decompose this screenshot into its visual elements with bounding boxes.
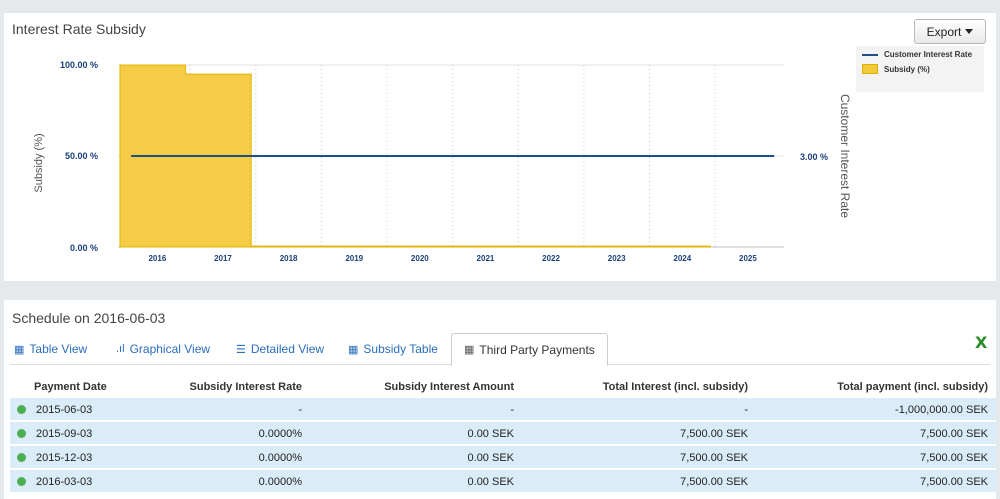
table-icon: ▦ (348, 343, 359, 356)
table-row[interactable]: 2015-12-03 0.0000% 0.00 SEK 7,500.00 SEK… (10, 446, 996, 469)
x-tick-label: 2025 (739, 254, 757, 263)
x-tick-label: 2016 (148, 254, 166, 263)
chart-panel: Interest Rate Subsidy Export Customer In… (4, 13, 996, 281)
cell-date: 2016-03-03 (36, 476, 93, 488)
cell-amount: 0.00 SEK (467, 452, 514, 464)
schedule-title: Schedule on 2016-06-03 (12, 310, 166, 326)
view-tabs: ▦ Table View .ıl Graphical View ☰ Detail… (10, 333, 990, 366)
left-tick-label: 50.00 % (65, 151, 98, 161)
schedule-panel: Schedule on 2016-06-03 ▦ Table View .ıl … (4, 300, 996, 499)
cell-rate: 0.0000% (258, 452, 302, 464)
column-header-payment-date[interactable]: Payment Date (34, 381, 107, 393)
cell-rate: 0.0000% (258, 428, 302, 440)
x-tick-label: 2023 (608, 254, 626, 263)
tab-subsidy-table[interactable]: ▦ Subsidy Table (348, 333, 438, 365)
cell-total-payment: 7,500.00 SEK (920, 428, 988, 440)
tab-third-party-payments[interactable]: ▦ Third Party Payments (451, 333, 608, 366)
chart-title: Interest Rate Subsidy (12, 21, 146, 37)
status-dot-icon (17, 453, 26, 462)
status-dot-icon (17, 477, 26, 486)
export-button[interactable]: Export (914, 19, 986, 44)
legend-item-interest[interactable]: Customer Interest Rate (862, 50, 972, 59)
right-axis-title: Customer Interest Rate (838, 94, 852, 218)
cell-total-interest: 7,500.00 SEK (680, 476, 748, 488)
cell-rate: 0.0000% (258, 476, 302, 488)
chart-legend: Customer Interest Rate Subsidy (%) (856, 46, 984, 92)
tab-label: Graphical View (129, 342, 211, 356)
cell-date: 2015-06-03 (36, 404, 93, 416)
legend-label-interest: Customer Interest Rate (884, 50, 973, 59)
cell-total-interest: - (744, 404, 748, 416)
tab-label: Detailed View (250, 342, 325, 356)
table-icon: ▦ (14, 343, 25, 356)
table-icon: ▦ (464, 344, 475, 356)
left-tick-label: 100.00 % (60, 60, 98, 70)
tab-table-view[interactable]: ▦ Table View (14, 333, 87, 365)
export-label: Export (926, 24, 962, 39)
list-icon: ☰ (236, 343, 246, 356)
tab-label: Third Party Payments (479, 342, 595, 357)
subsidy-chart: Subsidy (%) Customer Interest Rate 100.0… (33, 60, 852, 263)
cell-total-payment: 7,500.00 SEK (920, 452, 988, 464)
table-row[interactable]: 2016-03-03 0.0000% 0.00 SEK 7,500.00 SEK… (10, 470, 996, 493)
table-header: Payment Date Subsidy Interest Rate Subsi… (10, 376, 996, 398)
area-swatch-icon (862, 64, 878, 74)
table-row[interactable]: 2015-06-03 - - - -1,000,000.00 SEK (10, 398, 996, 421)
cell-total-payment: 7,500.00 SEK (920, 476, 988, 488)
cell-total-payment: -1,000,000.00 SEK (895, 404, 988, 416)
x-tick-label: 2017 (214, 254, 232, 263)
status-dot-icon (17, 405, 26, 414)
legend-label-subsidy: Subsidy (%) (884, 64, 930, 74)
left-axis-title: Subsidy (%) (33, 133, 45, 192)
column-header-subsidy-rate[interactable]: Subsidy Interest Rate (189, 381, 302, 393)
tab-label: Subsidy Table (363, 342, 438, 356)
x-tick-label: 2022 (542, 254, 560, 263)
cell-amount: - (510, 404, 514, 416)
x-tick-label: 2018 (280, 254, 298, 263)
x-tick-label: 2020 (411, 254, 429, 263)
column-header-total-interest[interactable]: Total Interest (incl. subsidy) (602, 381, 748, 393)
x-tick-label: 2024 (673, 254, 691, 263)
table-row[interactable]: 2015-09-03 0.0000% 0.00 SEK 7,500.00 SEK… (10, 422, 996, 445)
x-tick-label: 2019 (345, 254, 363, 263)
legend-item-subsidy[interactable]: Subsidy (%) (862, 64, 930, 74)
line-swatch-icon (862, 53, 878, 56)
cell-date: 2015-12-03 (36, 452, 93, 464)
right-tick-label: 3.00 % (800, 152, 828, 162)
caret-down-icon (965, 29, 974, 34)
cell-total-interest: 7,500.00 SEK (680, 452, 748, 464)
excel-icon[interactable]: X (975, 333, 988, 352)
cell-amount: 0.00 SEK (467, 476, 514, 488)
status-dot-icon (17, 429, 26, 438)
column-header-subsidy-amount[interactable]: Subsidy Interest Amount (384, 381, 514, 393)
tab-graphical-view[interactable]: .ıl Graphical View (116, 333, 210, 365)
left-tick-label: 0.00 % (70, 243, 98, 253)
bar-chart-icon: .ıl (116, 343, 125, 355)
column-header-total-payment[interactable]: Total payment (incl. subsidy) (837, 381, 988, 393)
tab-detailed-view[interactable]: ☰ Detailed View (236, 333, 324, 365)
cell-date: 2015-09-03 (36, 428, 93, 440)
tab-label: Table View (29, 342, 88, 356)
cell-amount: 0.00 SEK (467, 428, 514, 440)
cell-rate: - (298, 404, 302, 416)
cell-total-interest: 7,500.00 SEK (680, 428, 748, 440)
x-tick-label: 2021 (477, 254, 495, 263)
